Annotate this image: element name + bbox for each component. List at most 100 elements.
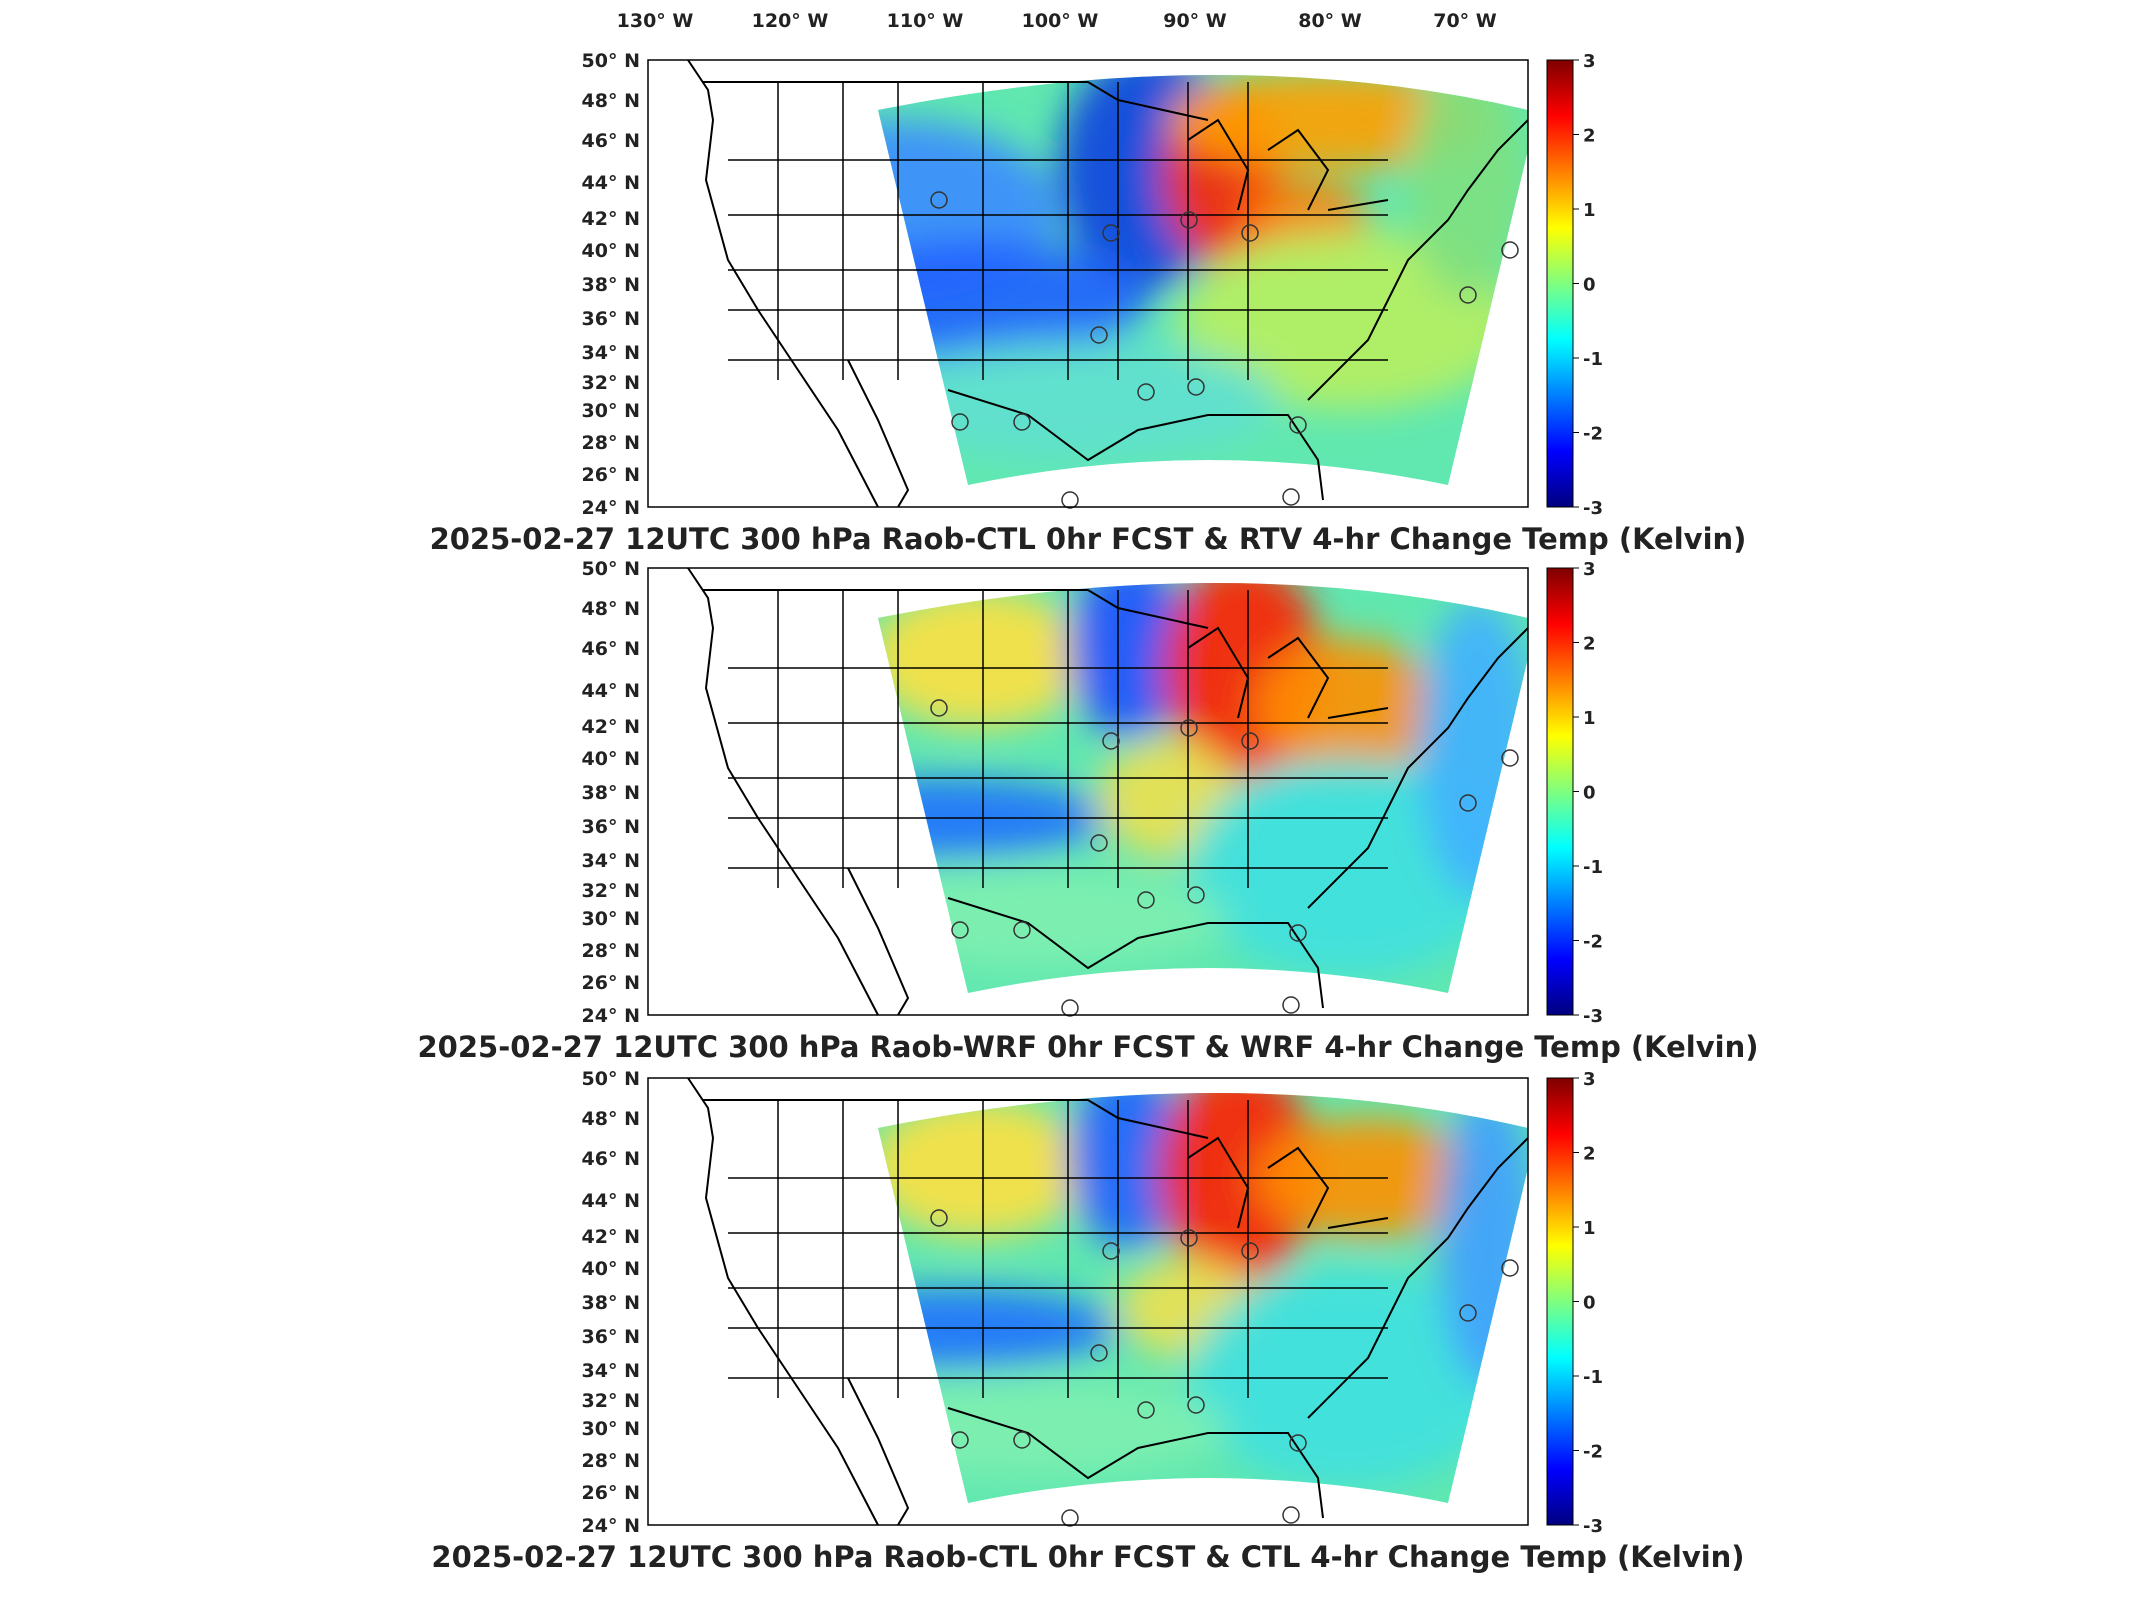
- station-marker: [1013, 1431, 1031, 1449]
- colorbar: 3 2 1 0 -1 -2 -3: [1546, 51, 1603, 519]
- lon-label-70w: 70° W: [1433, 10, 1497, 32]
- station-marker: [1241, 732, 1259, 750]
- station-marker: [1187, 378, 1205, 396]
- lat-label: 34° N: [582, 850, 640, 872]
- lat-label: 32° N: [582, 1390, 640, 1412]
- station-marker: [951, 413, 969, 431]
- panel-title: 2025-02-27 12UTC 300 hPa Raob-WRF 0hr FC…: [417, 1030, 1758, 1064]
- station-marker: [1187, 1396, 1205, 1414]
- map-frame: [647, 59, 1529, 508]
- station-marker: [930, 699, 948, 717]
- lat-label: 44° N: [582, 680, 640, 702]
- station-marker: [1102, 1242, 1120, 1260]
- station-marker: [1501, 1259, 1519, 1277]
- station-marker: [1501, 749, 1519, 767]
- station-marker: [1282, 1506, 1300, 1524]
- station-marker: [1180, 719, 1198, 737]
- colorbar-tick-label: 2: [1583, 126, 1596, 147]
- panel-title: 2025-02-27 12UTC 300 hPa Raob-CTL 0hr FC…: [431, 1540, 1744, 1574]
- colorbar-tick-label: -1: [1583, 857, 1603, 878]
- lat-label: 36° N: [582, 816, 640, 838]
- state-borders: [687, 567, 1529, 1016]
- lat-label: 38° N: [582, 274, 640, 296]
- lon-label-130w: 130° W: [617, 10, 694, 32]
- colorbar-tick-label: 0: [1583, 783, 1596, 804]
- station-marker: [1282, 996, 1300, 1014]
- lon-label-120w: 120° W: [752, 10, 829, 32]
- colorbar-tick-label: -2: [1583, 424, 1603, 445]
- colorbar-tick-label: 1: [1583, 1218, 1596, 1239]
- temperature-change-field: [878, 75, 1528, 485]
- colorbar-tick-label: -1: [1583, 349, 1603, 370]
- heat-region: [1068, 1093, 1188, 1248]
- lat-label: 34° N: [582, 1360, 640, 1382]
- lat-label: 50° N: [582, 1068, 640, 1090]
- latitude-labels: 50° N 48° N 46° N 44° N 42° N 40° N 38° N 36° N…: [582, 1068, 640, 1537]
- lon-label-110w: 110° W: [887, 10, 964, 32]
- lat-label: 40° N: [582, 748, 640, 770]
- colorbar-scale: [1546, 59, 1574, 508]
- station-marker: [1289, 924, 1307, 942]
- state-borders: [687, 1077, 1529, 1526]
- station-marker: [1187, 886, 1205, 904]
- lat-label: 42° N: [582, 716, 640, 738]
- lat-label: 34° N: [582, 342, 640, 364]
- station-marker: [1013, 413, 1031, 431]
- lat-label: 48° N: [582, 598, 640, 620]
- lat-label: 26° N: [582, 1482, 640, 1504]
- station-marker: [1180, 1229, 1198, 1247]
- colorbar-tick-label: 3: [1583, 559, 1596, 580]
- colorbar-tick-label: 0: [1583, 275, 1596, 296]
- station-marker: [951, 1431, 969, 1449]
- station-marker: [1061, 491, 1079, 509]
- colorbar-scale: [1546, 1077, 1574, 1526]
- lat-label: 36° N: [582, 1326, 640, 1348]
- lat-label: 46° N: [582, 638, 640, 660]
- lat-label: 32° N: [582, 372, 640, 394]
- longitude-labels: 130° W 120° W 110° W 100° W 90° W 80° W …: [617, 10, 1497, 32]
- latitude-labels: 50° N 48° N 46° N 44° N 42° N 40° N 38° N 36° N…: [582, 558, 640, 1027]
- station-marker: [1137, 1401, 1155, 1419]
- colorbar-tick-label: 1: [1583, 708, 1596, 729]
- colorbar-tick-label: -1: [1583, 1367, 1603, 1388]
- station-marker: [1102, 732, 1120, 750]
- lat-label: 30° N: [582, 1418, 640, 1440]
- lat-label: 40° N: [582, 240, 640, 262]
- map-frame: [647, 567, 1529, 1016]
- colorbar-tick-label: -3: [1583, 1006, 1603, 1027]
- latitude-labels: 50° N 48° N 46° N 44° N 42° N 40° N 38° N 36° N…: [582, 50, 640, 519]
- lat-label: 30° N: [582, 908, 640, 930]
- station-marker: [1137, 891, 1155, 909]
- lat-label: 24° N: [582, 497, 640, 519]
- station-marker: [1459, 1304, 1477, 1322]
- lat-label: 26° N: [582, 464, 640, 486]
- lat-label: 42° N: [582, 208, 640, 230]
- station-marker: [1241, 224, 1259, 242]
- colorbar-tick-label: 0: [1583, 1293, 1596, 1314]
- heat-region: [1258, 638, 1438, 778]
- colorbar-tick-label: 1: [1583, 200, 1596, 221]
- lat-label: 32° N: [582, 880, 640, 902]
- station-marker: [1459, 286, 1477, 304]
- lat-label: 46° N: [582, 1148, 640, 1170]
- station-markers: [930, 191, 1519, 509]
- station-marker: [1061, 999, 1079, 1017]
- lon-label-100w: 100° W: [1022, 10, 1099, 32]
- colorbar-scale: [1546, 567, 1574, 1016]
- colorbar-tick-label: 2: [1583, 1144, 1596, 1165]
- map-panels: 50° N 48° N 46° N 44° N 42° N 40° N 38° N 36° N…: [417, 50, 1758, 1574]
- heat-region: [1068, 583, 1188, 738]
- state-borders: [687, 59, 1529, 508]
- lat-label: 24° N: [582, 1515, 640, 1537]
- station-markers: [930, 1209, 1519, 1527]
- station-marker: [1013, 921, 1031, 939]
- station-marker: [1289, 1434, 1307, 1452]
- station-marker: [1102, 224, 1120, 242]
- lat-label: 36° N: [582, 308, 640, 330]
- lat-label: 44° N: [582, 1190, 640, 1212]
- lat-label: 42° N: [582, 1226, 640, 1248]
- station-markers: [930, 699, 1519, 1017]
- station-marker: [1061, 1509, 1079, 1527]
- lon-label-90w: 90° W: [1163, 10, 1227, 32]
